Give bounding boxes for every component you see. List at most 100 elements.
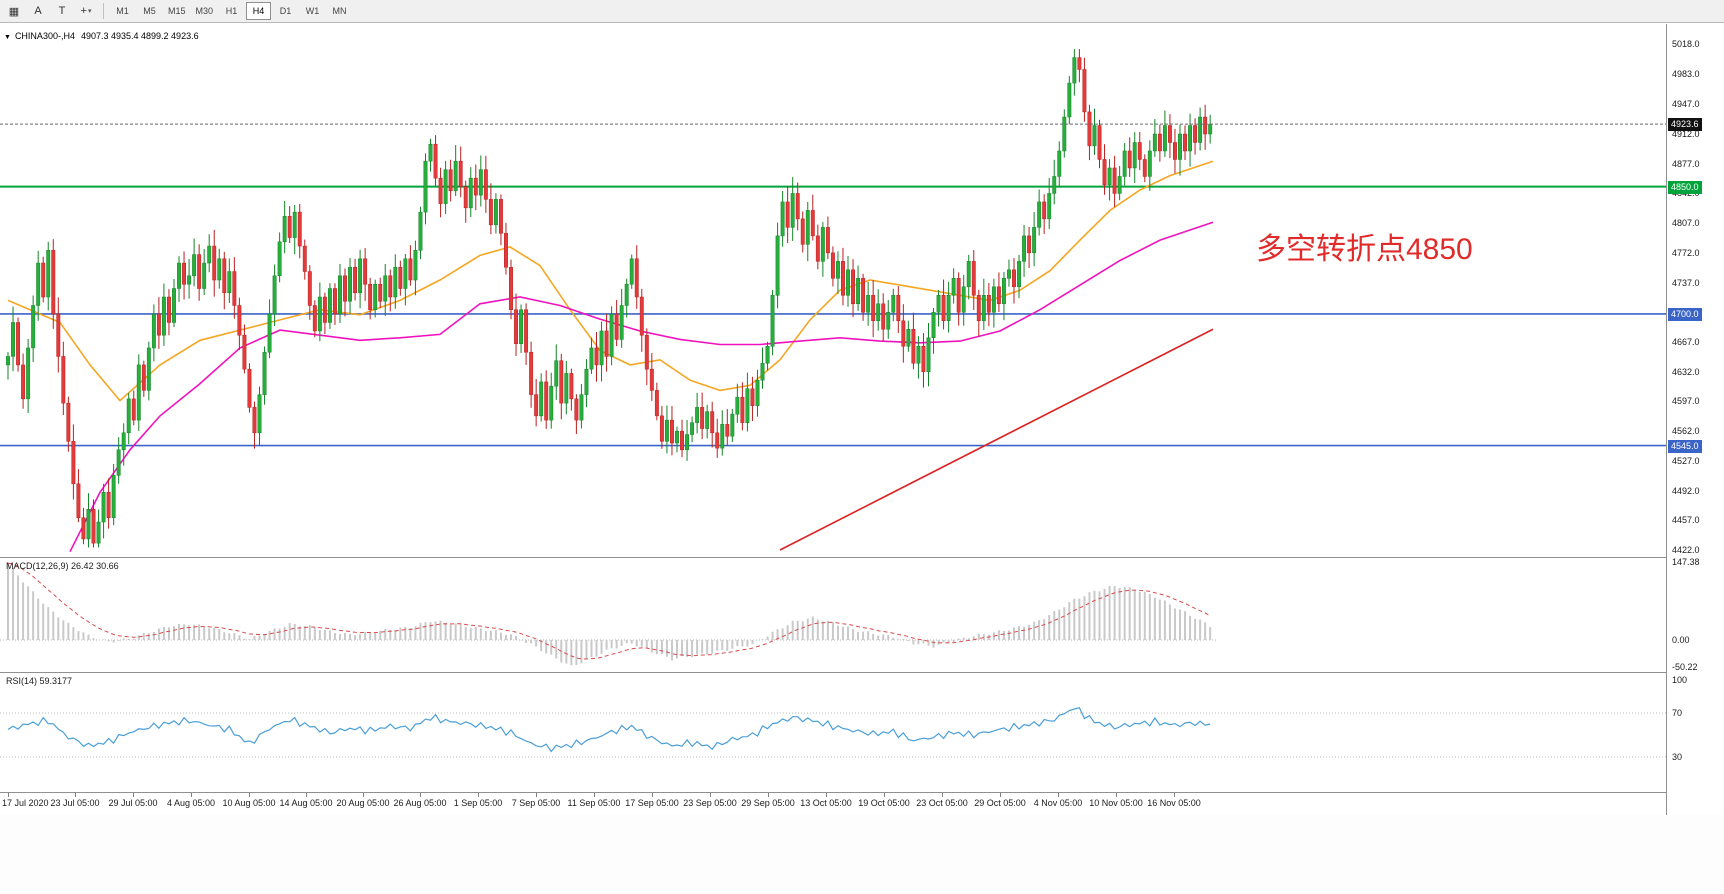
candle-body: [56, 313, 61, 357]
candle-body: [564, 373, 569, 404]
candle-body: [851, 269, 855, 305]
time-tick: [594, 793, 595, 797]
crosshair-tool-icon[interactable]: + ▾: [75, 2, 97, 21]
timeframe-button-m15[interactable]: M15: [164, 2, 190, 20]
price-axis-label: 4772.0: [1672, 247, 1700, 258]
time-tick: [133, 793, 134, 797]
timeframe-button-m30[interactable]: M30: [192, 2, 218, 20]
candle-body: [725, 424, 730, 437]
timeframe-button-m5[interactable]: M5: [137, 2, 162, 20]
trendline-ascending[interactable]: [779, 328, 1214, 551]
candle-body: [1142, 159, 1147, 177]
candle-body: [1208, 123, 1213, 135]
price-axis-label: 4492.0: [1672, 485, 1700, 496]
candle-body: [745, 388, 750, 423]
candle-body: [478, 169, 483, 196]
candle-body: [599, 330, 604, 366]
time-axis-label: 23 Oct 05:00: [916, 798, 968, 808]
candle-body: [458, 160, 463, 187]
candle-body: [11, 322, 15, 357]
main-chart-panel[interactable]: [0, 24, 1666, 558]
candle-body: [825, 227, 830, 254]
candle-body: [680, 430, 684, 451]
timeframe-button-h1[interactable]: H1: [219, 2, 244, 20]
candle-body: [177, 262, 181, 289]
chart-window-icon[interactable]: ▦: [3, 2, 25, 21]
candle-body: [217, 258, 222, 281]
candle-body: [368, 284, 373, 310]
annotate-a-icon[interactable]: A: [27, 2, 49, 21]
candle-body: [1132, 142, 1137, 169]
candle-body: [921, 345, 926, 372]
candle-body: [272, 275, 277, 315]
candle-body: [624, 284, 629, 306]
candle-body: [161, 296, 166, 336]
text-tool-icon[interactable]: T: [51, 2, 73, 21]
candle-body: [966, 261, 971, 288]
candle-body: [383, 275, 388, 302]
candle-body: [524, 309, 529, 353]
ohlc-values: 4907.3 4935.4 4899.2 4923.6: [80, 31, 199, 41]
time-axis-label: 23 Jul 05:00: [50, 798, 100, 808]
candle-body: [871, 295, 876, 322]
macd-panel[interactable]: [0, 558, 1666, 673]
candle-body: [418, 211, 423, 251]
candle-body: [31, 305, 36, 349]
candle-body: [846, 269, 850, 296]
time-tick: [8, 793, 9, 797]
candle-body: [61, 356, 66, 404]
candle-body: [408, 258, 413, 281]
candles-layer: [6, 49, 1213, 548]
price-axis[interactable]: 5018.04983.04947.04912.04877.04842.04807…: [1666, 24, 1724, 815]
timeframe-button-mn[interactable]: MN: [327, 2, 352, 20]
symbol-dropdown-icon[interactable]: ▼: [4, 34, 11, 41]
candle-body: [1147, 150, 1152, 177]
candle-body: [453, 160, 458, 192]
timeframe-button-m1[interactable]: M1: [110, 2, 135, 20]
candle-body: [187, 275, 192, 285]
candle-body: [1047, 193, 1052, 220]
candle-body: [156, 313, 161, 336]
candle-body: [529, 351, 534, 395]
candle-body: [1122, 150, 1127, 177]
timeframe-button-w1[interactable]: W1: [300, 2, 325, 20]
candle-body: [1157, 133, 1162, 152]
time-axis-label: 4 Nov 05:00: [1033, 798, 1083, 808]
candle-body: [891, 295, 896, 313]
toolbar: ▦ A T + ▾ M1 M5 M15 M30 H1 H4 D1 W1 MN: [0, 0, 1724, 23]
time-axis-label: 29 Oct 05:00: [974, 798, 1026, 808]
candle-body: [876, 303, 881, 322]
rsi-label: RSI(14) 59.3177: [6, 676, 73, 686]
candle-body: [167, 296, 171, 323]
candle-body: [810, 210, 815, 237]
time-axis-label: 10 Aug 05:00: [222, 798, 276, 808]
timeframe-button-d1[interactable]: D1: [273, 2, 298, 20]
candle-body: [212, 245, 217, 281]
time-axis-label: 10 Nov 05:00: [1089, 798, 1143, 808]
candle-body: [1112, 167, 1117, 194]
rsi-panel[interactable]: [0, 673, 1666, 793]
candle-body: [509, 267, 513, 310]
candle-body: [1127, 150, 1132, 169]
candle-body: [881, 303, 886, 330]
rsi-axis-label: 70: [1672, 708, 1683, 718]
candle-body: [106, 492, 111, 518]
candle-body: [292, 211, 297, 238]
timeframe-button-h4[interactable]: H4: [246, 2, 272, 20]
candle-body: [1007, 269, 1011, 279]
candle-body: [664, 419, 669, 442]
candle-body: [1052, 176, 1057, 194]
candle-body: [961, 286, 966, 313]
time-axis-label: 11 Sep 05:00: [567, 798, 621, 808]
candle-body: [16, 322, 21, 366]
candle-body: [282, 216, 287, 243]
candle-body: [438, 177, 443, 204]
time-axis-label: 17 Jul 2020: [2, 798, 49, 808]
time-tick: [652, 793, 653, 797]
candle-body: [353, 267, 358, 294]
time-tick: [363, 793, 364, 797]
candle-body: [775, 235, 780, 296]
candle-body: [604, 330, 609, 357]
time-axis[interactable]: 17 Jul 2020 23 Jul 05:00 29 Jul 05:00 4 Aug…: [0, 793, 1666, 815]
time-tick: [306, 793, 307, 797]
